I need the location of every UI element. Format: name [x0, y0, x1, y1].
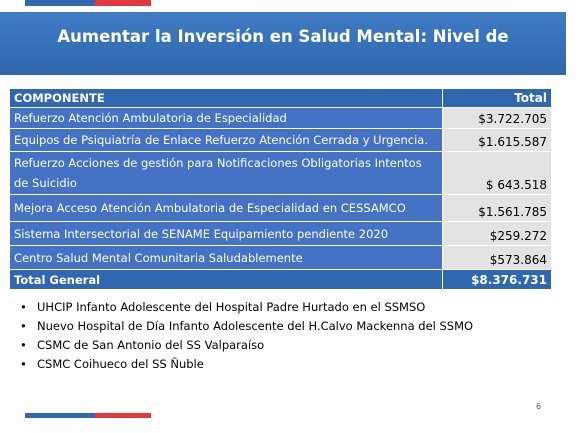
table: COMPONENTE Total Refuerzo Atención Ambul… — [10, 89, 551, 290]
bottom-red-bar — [95, 413, 151, 418]
total-cell: $ 643.518 — [442, 152, 551, 194]
table-row: Refuerzo Acciones de gestión para Notifi… — [10, 152, 551, 195]
table-row: Mejora Acceso Atención Ambulatoria de Es… — [10, 195, 551, 222]
page-number: 6 — [536, 402, 542, 411]
header-cell: COMPONENTE — [10, 89, 442, 107]
total-cell: $259.272 — [442, 222, 551, 245]
component-cell: Sistema Intersectorial de SENAME Equipam… — [10, 222, 442, 245]
total-row: Total General $8.376.731 — [10, 270, 551, 290]
slide-title: Aumentar la Inversión en Salud Mental: N… — [57, 27, 509, 96]
top-blue-bar — [25, 0, 95, 6]
total-value: $8.376.731 — [442, 270, 551, 289]
component-cell: Centro Salud Mental Comunitaria Saludabl… — [10, 246, 442, 269]
bullet-list: UHCIP Infanto Adolescente del Hospital P… — [20, 298, 473, 374]
total-cell: $1.561.785 — [442, 195, 551, 221]
component-cell: Mejora Acceso Atención Ambulatoria de Es… — [10, 195, 442, 221]
total-cell: $3.722.705 — [442, 108, 551, 128]
bullet-item: UHCIP Infanto Adolescente del Hospital P… — [20, 298, 473, 317]
total-cell: $573.864 — [442, 246, 551, 269]
component-cell: Equipos de Psiquiatría de Enlace Refuerz… — [10, 129, 442, 151]
header-cell: Total — [442, 89, 551, 107]
component-cell: Refuerzo Atención Ambulatoria de Especia… — [10, 108, 442, 128]
top-red-bar — [95, 0, 151, 6]
table-body: Refuerzo Atención Ambulatoria de Especia… — [10, 108, 551, 270]
component-cell: Refuerzo Acciones de gestión para Notifi… — [10, 152, 442, 194]
total-cell: $1.615.587 — [442, 129, 551, 151]
bullet-item: CSMC de San Antonio del SS Valparaíso — [20, 336, 473, 355]
total-label: Total General — [10, 270, 442, 289]
table-header: COMPONENTE Total — [10, 89, 551, 108]
table-row: Refuerzo Atención Ambulatoria de Especia… — [10, 108, 551, 129]
table-row: Sistema Intersectorial de SENAME Equipam… — [10, 222, 551, 246]
bullet-item: CSMC Coihueco del SS Ñuble — [20, 355, 473, 374]
bottom-blue-bar — [25, 413, 95, 418]
bullet-item: Nuevo Hospital de Día Infanto Adolescent… — [20, 317, 473, 336]
table-row: Equipos de Psiquiatría de Enlace Refuerz… — [10, 129, 551, 152]
title-banner — [0, 12, 566, 75]
table-row: Centro Salud Mental Comunitaria Saludabl… — [10, 246, 551, 270]
